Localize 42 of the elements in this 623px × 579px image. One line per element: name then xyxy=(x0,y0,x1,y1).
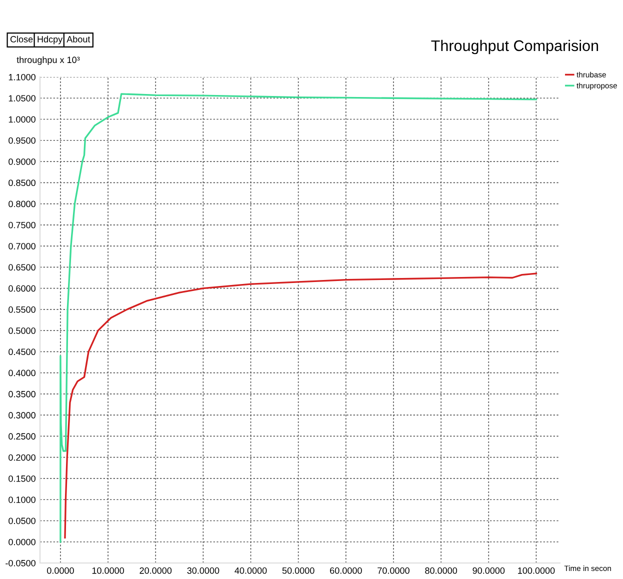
x-tick-label: 100.0000 xyxy=(518,567,555,574)
y-tick-label: 1.1000 xyxy=(8,74,36,80)
y-tick-label: 0.5000 xyxy=(8,328,36,334)
y-tick-label: 0.2500 xyxy=(8,433,36,440)
y-tick-label: 0.2000 xyxy=(8,454,36,461)
y-tick-label: 1.0000 xyxy=(8,116,36,123)
y-tick-label: -0.0500 xyxy=(6,560,36,566)
x-tick-label: 60.0000 xyxy=(330,567,362,574)
y-tick-label: 0.4000 xyxy=(8,370,36,376)
y-tick-label: 1.0500 xyxy=(8,95,36,102)
x-tick-label: 80.0000 xyxy=(425,567,458,574)
x-tick-label: 20.0000 xyxy=(140,567,172,574)
x-tick-label: 0.0000 xyxy=(47,567,74,574)
y-tick-label: 0.5500 xyxy=(8,306,36,313)
y-tick-label: 0.6500 xyxy=(8,264,36,271)
y-tick-label: 0.0500 xyxy=(8,518,36,524)
y-tick-label: 0.3500 xyxy=(8,390,36,398)
line-series xyxy=(64,272,538,538)
text: About xyxy=(66,36,90,42)
y-tick-label: 0.9000 xyxy=(8,158,36,165)
y-tick-label: 0.3000 xyxy=(8,412,36,418)
y-tick-label: 0.7000 xyxy=(8,243,36,250)
y-tick-label: 0.9500 xyxy=(8,137,36,144)
text: Hdcpy xyxy=(38,36,63,44)
x-tick-label: 70.0000 xyxy=(378,567,410,574)
x-tick-label: 50.0000 xyxy=(282,567,314,574)
y-tick-label: 0.8500 xyxy=(8,180,36,186)
y-axis-title: throughpu x 10³ xyxy=(16,56,80,65)
text: Close xyxy=(10,36,33,42)
y-tick-label: 0.6000 xyxy=(8,285,36,292)
y-tick-label: 0.1000 xyxy=(8,496,36,503)
line-series xyxy=(60,93,538,543)
x-tick-label: 90.0000 xyxy=(472,567,505,574)
y-tick-label: 0.7500 xyxy=(8,222,36,228)
y-tick-label: 0.8000 xyxy=(8,200,36,208)
x-tick-label: 10.0000 xyxy=(92,567,124,574)
y-tick-label: 0.4500 xyxy=(8,348,36,356)
x-tick-label: 40.0000 xyxy=(234,567,267,574)
y-tick-label: 0.0000 xyxy=(8,538,36,546)
y-tick-label: 0.1500 xyxy=(8,475,36,482)
chart-title: Throughput Comparision xyxy=(431,40,598,54)
x-tick-label: 30.0000 xyxy=(187,567,220,574)
